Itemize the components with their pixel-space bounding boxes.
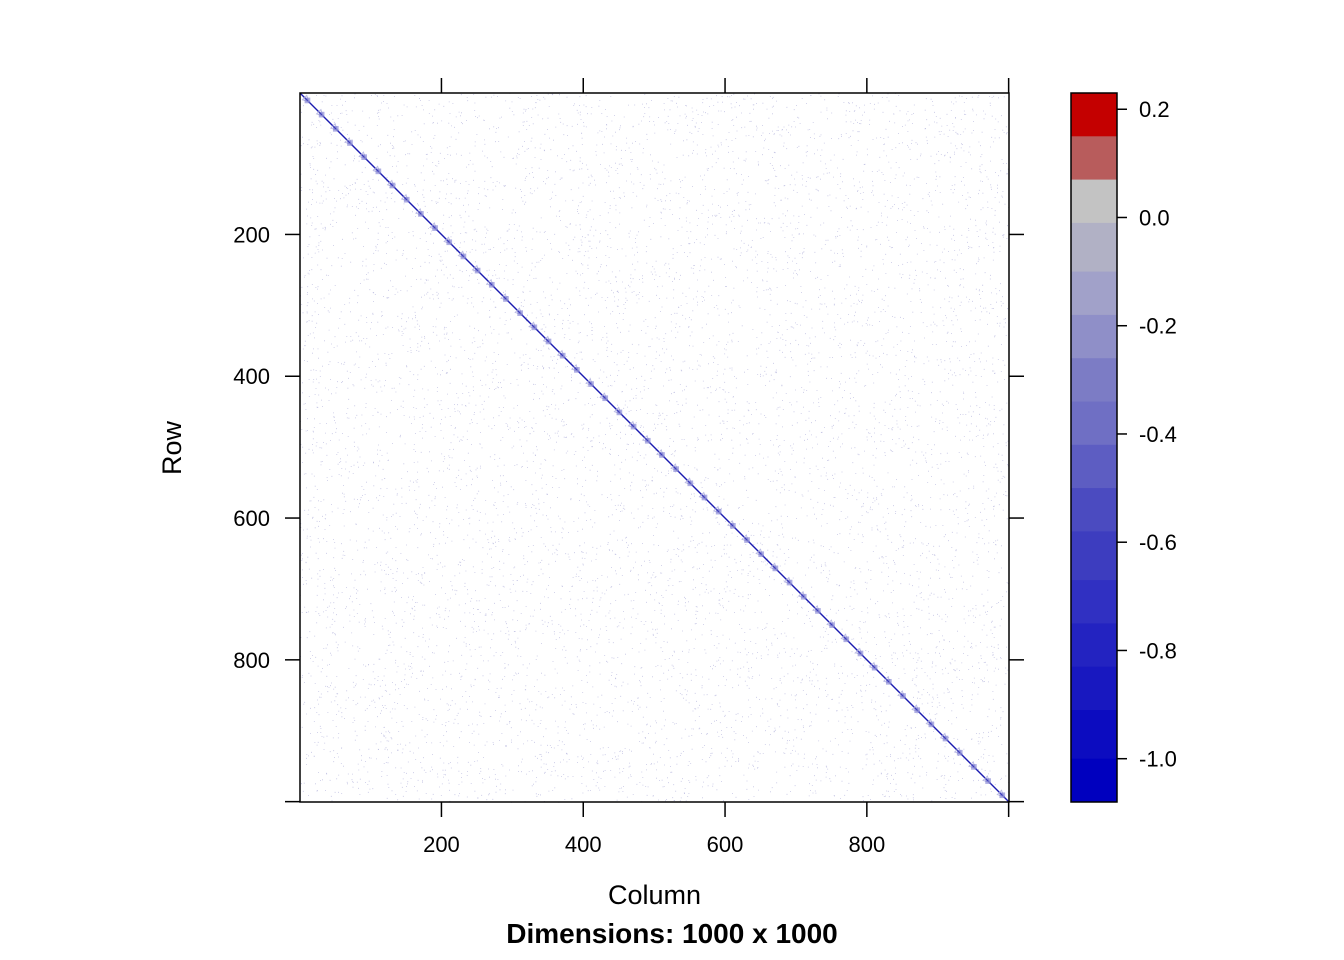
x-tick-label: 800 (848, 832, 885, 857)
diagonal-block-core (885, 678, 892, 685)
y-tick-label: 600 (233, 506, 270, 531)
color-key-band (1071, 623, 1117, 668)
x-tick-label: 400 (565, 832, 602, 857)
color-key-label: -1.0 (1139, 747, 1177, 772)
diagonal-block-core (730, 523, 736, 529)
color-key-band (1071, 314, 1117, 359)
diagonal-block-core (900, 693, 906, 699)
diagonal-block-core (318, 111, 325, 118)
diagonal-block-core (375, 168, 382, 175)
y-tick-label: 200 (233, 222, 270, 247)
x-tick-label: 600 (707, 832, 744, 857)
diagonal-block-core (488, 281, 495, 288)
x-axis-title: Column (608, 880, 701, 910)
diagonal-block-core (460, 253, 467, 260)
diagonal-block-core (942, 735, 949, 742)
diagonal-block-core (616, 409, 623, 416)
diagonal-block-core (474, 267, 481, 274)
diagonal-block-core (956, 749, 963, 756)
diagonal-block-core (347, 140, 353, 146)
diagonal-block-core (588, 381, 594, 387)
color-key-label: -0.6 (1139, 530, 1177, 555)
diagonal-block-core (772, 565, 779, 572)
diagonal-block-core (871, 664, 878, 671)
diagonal-blocks (299, 92, 1010, 803)
diagonal-block-core (999, 792, 1006, 799)
color-key-label: -0.4 (1139, 422, 1177, 447)
diagonal-block-core (446, 239, 453, 246)
diagonal-block-core (517, 310, 523, 316)
diagonal-block-core (602, 395, 609, 402)
diagonal-block-core (971, 764, 977, 770)
color-key-band (1071, 401, 1117, 446)
diagonal-block-core (432, 225, 438, 231)
color-key-band (1071, 580, 1117, 624)
color-key-label: -0.2 (1139, 314, 1177, 339)
diagonal-block-core (800, 593, 807, 600)
color-key-frame (1070, 92, 1118, 803)
diagonal-block-core (829, 622, 835, 628)
diagonal-block-core (985, 778, 991, 784)
diagonal-block-core (815, 608, 821, 614)
diagonal-block-core (389, 182, 396, 189)
color-key-band (1071, 709, 1117, 760)
plot-frame (299, 92, 1010, 803)
diagonal-block-core (687, 480, 694, 487)
diagonal-block-core (559, 352, 566, 359)
diagonal-block-core (644, 437, 651, 444)
color-key-band (1071, 179, 1117, 224)
diagonal-block-core (403, 196, 410, 203)
color-key-label: 0.0 (1139, 205, 1170, 230)
diagonal-block-core (758, 551, 765, 558)
diagonal-block-core (503, 296, 509, 302)
diagonal-block-core (361, 154, 368, 161)
diagonal-block-core (701, 494, 708, 501)
diagonal-block-core (857, 650, 864, 657)
diagonal-block-core (914, 707, 921, 714)
y-axis-title: Row (157, 420, 187, 475)
y-tick-label: 400 (233, 364, 270, 389)
color-key-band (1071, 444, 1117, 489)
color-key-band (1071, 488, 1117, 532)
sub-title: Dimensions: 1000 x 1000 (506, 918, 838, 949)
y-tick-label: 800 (233, 648, 270, 673)
color-key-label: 0.2 (1139, 97, 1170, 122)
color-key-band (1071, 136, 1117, 181)
diagonal-block-core (659, 452, 665, 458)
diagonal-block-core (630, 423, 637, 430)
color-key-band (1071, 666, 1117, 711)
diagonal-block-core (843, 636, 850, 643)
diagonal-block-core (418, 211, 424, 217)
diagonal-block-core (715, 508, 722, 515)
y-axis-ticks: 200 400 600 800 (233, 222, 1024, 803)
diagonal-block-core (332, 125, 339, 132)
color-key: 0.2 0.0 -0.2 -0.4 -0.6 -0.8 -1.0 (1070, 92, 1177, 803)
color-key-band (1071, 531, 1117, 581)
diagonal-block-core (928, 721, 935, 728)
x-tick-label: 200 (423, 832, 460, 857)
color-key-band (1071, 358, 1117, 402)
x-axis-ticks: 200 400 600 800 (423, 78, 1010, 857)
diagonal-block-core (673, 466, 679, 472)
diagonal-block-core (744, 537, 750, 543)
diagonal-block-core (531, 324, 538, 331)
color-key-band (1071, 758, 1117, 803)
color-key-band (1071, 93, 1117, 137)
color-key-band (1071, 222, 1117, 273)
diagonal-block-core (304, 97, 311, 104)
diagonal-block-core (545, 338, 552, 345)
diagonal-block-core (574, 367, 580, 373)
color-key-band (1071, 271, 1117, 316)
diagonal-block-core (786, 579, 793, 586)
color-key-label: -0.8 (1139, 638, 1177, 663)
